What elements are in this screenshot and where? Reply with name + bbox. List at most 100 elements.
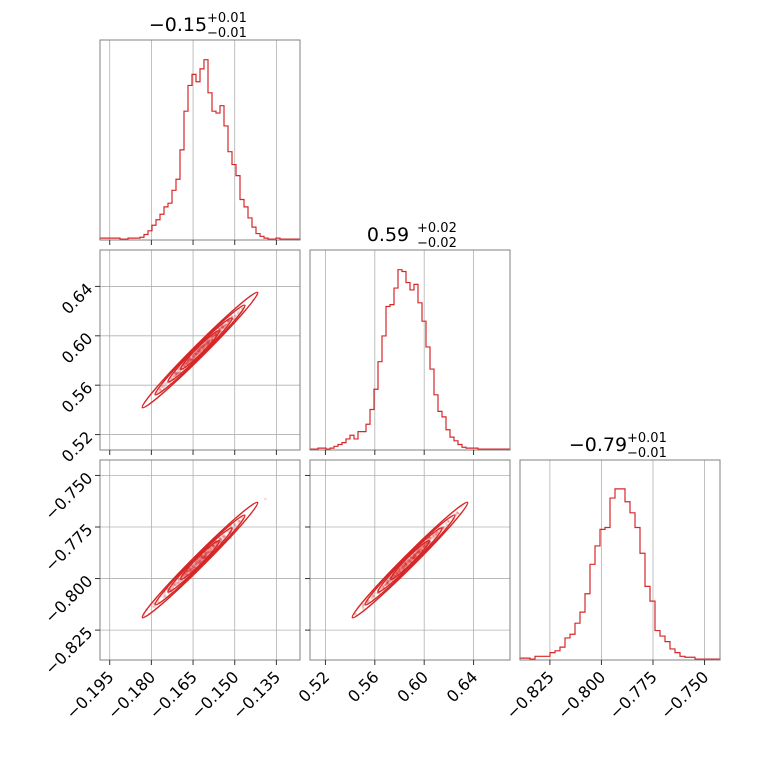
sample-point [221, 325, 225, 329]
sample-point [386, 581, 389, 585]
sample-point [190, 566, 194, 569]
histogram-2 [519, 488, 721, 660]
sample-point [385, 580, 389, 583]
sample-point [198, 560, 202, 563]
sample-point [196, 351, 200, 355]
sample-point [417, 548, 421, 552]
sample-point [234, 314, 237, 318]
sample-point [193, 351, 197, 355]
contour-level [364, 514, 456, 606]
sample-point [417, 550, 420, 554]
sample-point [215, 332, 218, 336]
sample-point [192, 353, 196, 357]
sample-point [447, 520, 451, 524]
sample-point [397, 568, 401, 571]
sample-point [162, 593, 166, 596]
sample-point [411, 556, 415, 560]
sample-point [183, 573, 187, 576]
sample-point [186, 361, 189, 365]
sample-point [384, 583, 388, 587]
sample-point [408, 558, 412, 562]
sample-point [152, 602, 155, 606]
sample-point [208, 550, 211, 554]
sample-point [404, 562, 408, 566]
sample-point [434, 532, 438, 535]
sample-point [203, 553, 207, 557]
sample-point [212, 544, 216, 548]
sample-point [198, 349, 201, 353]
sample-point [414, 552, 418, 555]
y-tick-label: −0.750 [41, 468, 96, 523]
sample-point [222, 534, 225, 538]
sample-point [409, 555, 412, 559]
sample-point [209, 549, 213, 552]
sample-point [201, 345, 205, 348]
sample-point [201, 345, 204, 348]
sample-point [185, 362, 189, 365]
sample-point [174, 581, 178, 584]
sample-point [415, 552, 418, 556]
param-title-lower-error: −0.01 [627, 446, 667, 461]
sample-point [395, 570, 399, 574]
sample-point [218, 537, 222, 540]
sample-point [382, 584, 385, 588]
sample-point [190, 358, 193, 362]
sample-point [424, 542, 428, 546]
sample-point [204, 550, 208, 554]
sample-point [215, 332, 218, 335]
sample-point [413, 555, 416, 558]
axes-frame [309, 459, 511, 661]
sample-point [219, 537, 223, 541]
sample-point [209, 549, 213, 553]
sample-point [198, 560, 202, 564]
sample-point [189, 567, 192, 571]
sample-point [412, 556, 416, 559]
sample-point [392, 574, 396, 578]
sample-point [414, 552, 417, 556]
histogram-1 [309, 269, 511, 450]
sample-point [178, 581, 181, 584]
sample-point [200, 554, 204, 558]
sample-point [200, 556, 204, 559]
sample-point [411, 555, 415, 558]
sample-point [198, 347, 201, 351]
sample-point [185, 362, 188, 365]
sample-point [370, 595, 373, 599]
sample-point [194, 352, 197, 356]
sample-point [402, 566, 405, 569]
sample-point [153, 605, 156, 609]
sample-point [202, 556, 206, 559]
sample-point [199, 557, 202, 561]
sample-point [406, 558, 410, 562]
sample-point [194, 351, 198, 355]
sample-point [388, 579, 392, 583]
sample-point [159, 388, 163, 392]
sample-point [208, 340, 211, 344]
axes-frame [519, 459, 721, 661]
sample-point [190, 567, 194, 571]
sample-point [186, 569, 190, 572]
sample-point [430, 537, 433, 540]
sample-point [194, 354, 198, 357]
axes-frame [99, 249, 301, 451]
sample-point [192, 354, 195, 358]
sample-point [192, 355, 196, 359]
sample-point [197, 349, 200, 353]
sample-point [219, 539, 223, 542]
sample-point [232, 524, 236, 527]
sample-point [409, 559, 413, 563]
sample-point [387, 582, 390, 585]
sample-point [200, 345, 204, 349]
sample-point [200, 345, 203, 349]
x-tick-label: −0.825 [502, 667, 557, 722]
sample-point [202, 556, 206, 559]
sample-point [421, 545, 424, 549]
sample-point [404, 560, 408, 564]
sample-point [185, 362, 188, 366]
sample-point [198, 559, 202, 563]
sample-point [203, 553, 207, 557]
sample-point [171, 374, 175, 378]
sample-point [395, 571, 398, 575]
sample-point [412, 556, 415, 560]
sample-point [194, 560, 198, 563]
